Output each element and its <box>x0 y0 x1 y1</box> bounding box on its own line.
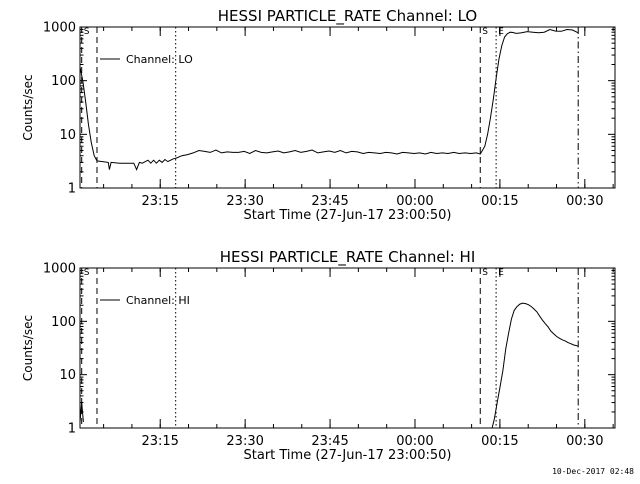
panel1-event-marker-label: E <box>498 27 504 37</box>
panel2-x-tick-label: 00:00 <box>396 434 433 449</box>
panel1-y-axis-label: Counts/sec <box>21 74 35 140</box>
panel2-y-tick-label: 10 <box>59 368 76 383</box>
panel1-x-tick-label: 00:00 <box>396 194 433 209</box>
panel1-event-marker-label: S <box>84 27 90 37</box>
panel1-data-series-line-1 <box>79 28 579 171</box>
panel2-event-marker-label: E <box>498 268 504 278</box>
panel1-x-tick-label: 00:30 <box>566 194 603 209</box>
panel2-event-marker-label: S <box>84 268 90 278</box>
panel2-y-tick-label: 1000 <box>43 262 76 277</box>
panel1-x-tick-label: 23:30 <box>226 194 263 209</box>
panel1-x-tick-label: 23:45 <box>311 194 348 209</box>
panel1-y-tick-label: 100 <box>51 74 76 89</box>
panel2-x-tick-label: 23:15 <box>141 434 178 449</box>
panel2-x-tick-label: 00:30 <box>566 434 603 449</box>
panel1-x-axis-label: Start Time (27-Jun-17 23:00:50) <box>244 208 452 223</box>
timestamp-footer: 10-Dec-2017 02:48 <box>552 467 634 476</box>
panel2-y-tick-label: 1 <box>68 422 76 437</box>
panel2-x-axis-label: Start Time (27-Jun-17 23:00:50) <box>244 448 452 463</box>
panel2-plot-frame <box>79 267 616 429</box>
panel1-plot-frame <box>79 26 616 189</box>
panel1-chart-title: HESSI PARTICLE_RATE Channel: LO <box>218 7 477 26</box>
panel2-x-tick-label: 00:15 <box>481 434 518 449</box>
panel2-x-tick-label: 23:30 <box>226 434 263 449</box>
panel1-x-tick-label: 23:15 <box>141 194 178 209</box>
panel2-legend-label: Channel: HI <box>126 294 190 307</box>
panel1-y-tick-label: 1 <box>68 182 76 197</box>
panel1-event-marker-label: S <box>482 27 488 37</box>
panel2-data-series-line-2 <box>491 302 579 429</box>
panel2-chart-title: HESSI PARTICLE_RATE Channel: HI <box>220 248 476 267</box>
panel1-y-tick-label: 1000 <box>43 21 76 36</box>
panel1-y-tick-label: 10 <box>59 128 76 143</box>
panel2-y-axis-label: Counts/sec <box>21 315 35 381</box>
panel1-x-tick-label: 00:15 <box>481 194 518 209</box>
panel2-event-marker-label: S <box>482 268 488 278</box>
panel2-data-series-line-1 <box>79 402 84 422</box>
panel2-x-tick-label: 23:45 <box>311 434 348 449</box>
panel1-legend-label: Channel: LO <box>126 53 193 66</box>
panel2-y-tick-label: 100 <box>51 315 76 330</box>
